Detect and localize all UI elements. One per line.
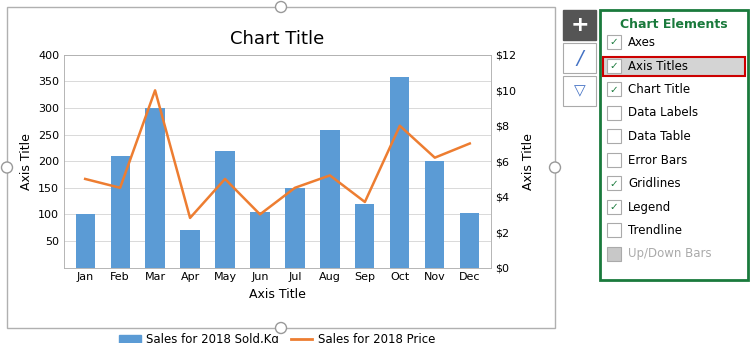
Bar	[215, 151, 235, 268]
Text: Up/Down Bars: Up/Down Bars	[628, 248, 712, 260]
Bar	[607, 106, 621, 119]
Bar	[390, 77, 409, 268]
Circle shape	[276, 1, 286, 12]
Bar	[563, 43, 596, 73]
X-axis label: Axis Title: Axis Title	[249, 288, 306, 301]
Bar	[251, 212, 270, 268]
Text: Axes: Axes	[628, 36, 656, 49]
Title: Chart Title: Chart Title	[230, 30, 325, 48]
Y-axis label: Axis Title: Axis Title	[522, 133, 535, 190]
Text: ✓: ✓	[609, 84, 618, 95]
Bar	[460, 213, 479, 268]
Bar	[425, 161, 445, 268]
Text: Trendline: Trendline	[628, 224, 682, 237]
Text: +: +	[570, 15, 589, 35]
Bar	[607, 200, 621, 213]
Bar	[285, 188, 304, 268]
Text: ✓: ✓	[609, 202, 618, 212]
Text: ✓: ✓	[609, 37, 618, 47]
Text: ✓: ✓	[609, 178, 618, 189]
Bar	[603, 57, 745, 75]
Bar	[7, 7, 555, 328]
Text: Chart Elements: Chart Elements	[620, 17, 728, 31]
Text: ▽: ▽	[574, 83, 585, 98]
Bar	[563, 10, 596, 40]
Bar	[607, 59, 621, 72]
Bar	[356, 204, 374, 268]
Text: Legend: Legend	[628, 201, 671, 213]
Bar	[607, 82, 621, 96]
Bar	[607, 176, 621, 190]
Circle shape	[2, 162, 13, 173]
Text: Axis Titles: Axis Titles	[628, 59, 688, 72]
Text: Error Bars: Error Bars	[628, 154, 687, 166]
Legend: Sales for 2018 Sold,Kg, Sales for 2018 Price: Sales for 2018 Sold,Kg, Sales for 2018 P…	[115, 329, 440, 343]
Text: Data Table: Data Table	[628, 130, 691, 143]
Bar	[563, 76, 596, 106]
Bar	[607, 223, 621, 237]
Bar	[180, 230, 199, 268]
Text: Data Labels: Data Labels	[628, 106, 698, 119]
Bar	[146, 108, 165, 268]
Circle shape	[276, 322, 286, 333]
Bar	[607, 247, 621, 260]
Text: ✓: ✓	[609, 61, 618, 71]
Bar	[607, 35, 621, 49]
Bar	[320, 130, 340, 268]
Bar	[607, 153, 621, 166]
Bar	[110, 156, 130, 268]
Text: Chart Title: Chart Title	[628, 83, 690, 96]
Text: Gridlines: Gridlines	[628, 177, 680, 190]
Bar	[600, 10, 748, 280]
Circle shape	[550, 162, 560, 173]
Y-axis label: Axis Title: Axis Title	[20, 133, 32, 190]
Text: /: /	[576, 48, 583, 68]
Bar	[607, 129, 621, 143]
Bar	[76, 214, 95, 268]
